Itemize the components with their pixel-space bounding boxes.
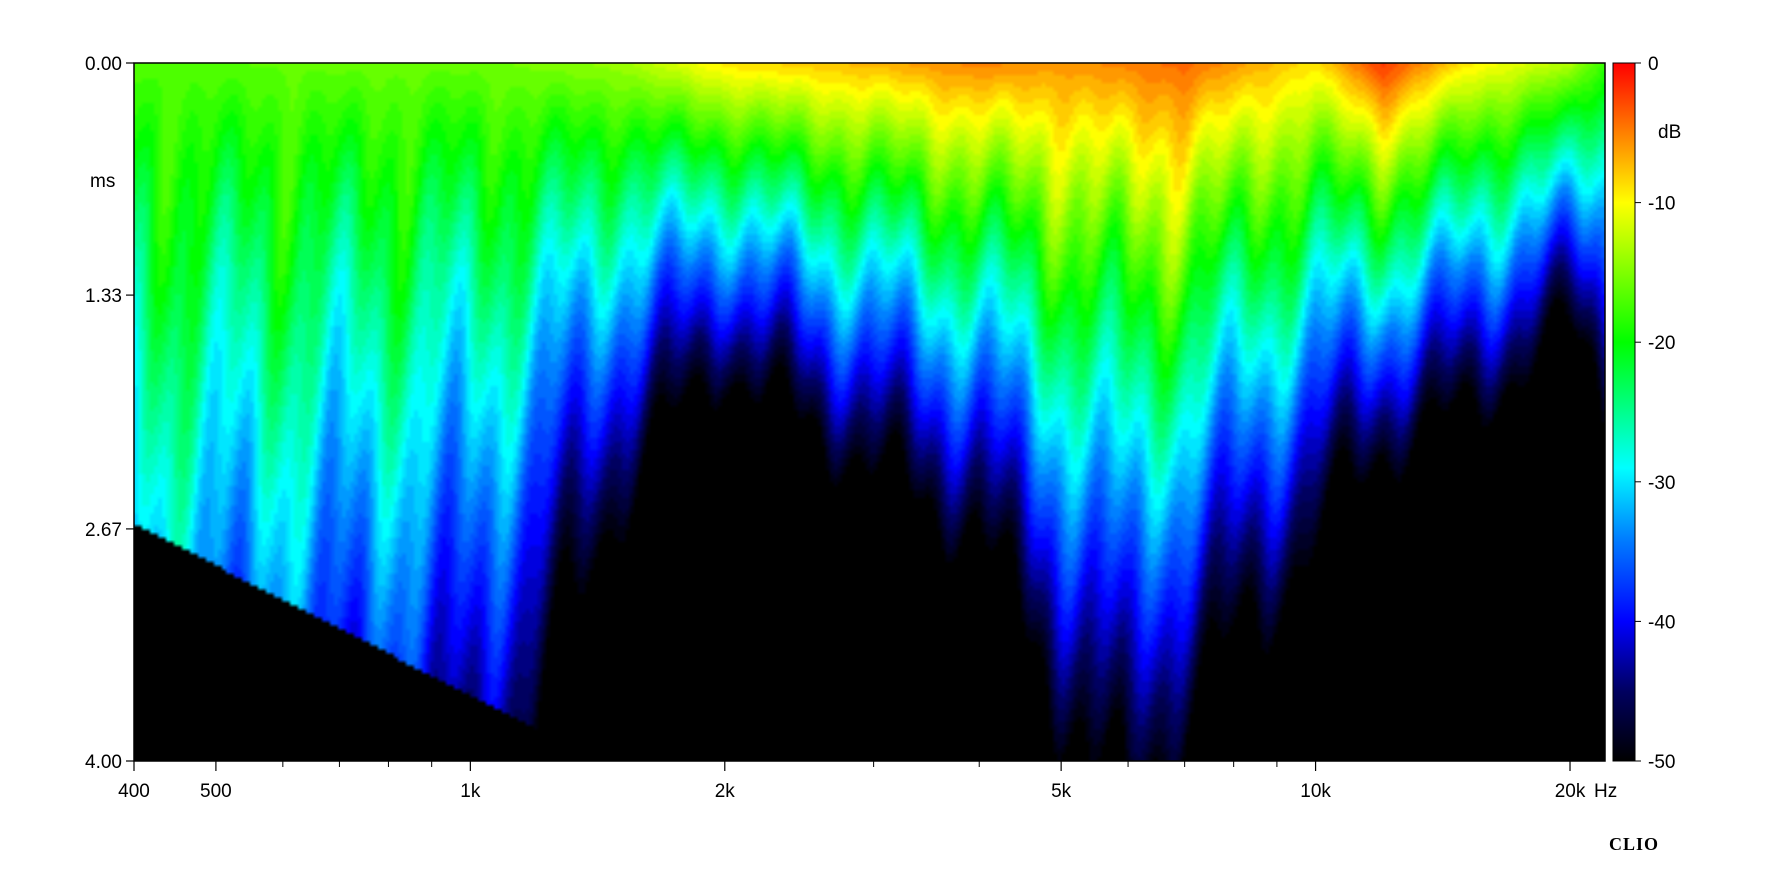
x-axis: 400 500 1k 2k 5k 10k 20k Hz	[118, 761, 1617, 802]
x-axis-unit-label: Hz	[1594, 781, 1617, 802]
y-axis-unit-label: ms	[90, 171, 115, 192]
y-axis: 0.00 1.33 2.67 4.00	[85, 54, 134, 773]
colorbar-tick-label: 0	[1648, 54, 1659, 75]
clio-logo: CLIO	[1609, 834, 1659, 854]
x-tick-label: 400	[118, 781, 150, 802]
heatmap-image	[134, 63, 1605, 761]
colorbar-ticks: 0 -10 -20 -30 -40 -50	[1635, 54, 1675, 773]
x-tick-label: 500	[200, 781, 232, 802]
x-tick-label: 5k	[1051, 781, 1072, 802]
x-tick-label: 1k	[460, 781, 481, 802]
x-tick-label: 2k	[715, 781, 736, 802]
y-tick-label: 4.00	[85, 752, 122, 773]
plot-area	[133, 62, 1606, 762]
colorbar-scale	[1612, 62, 1636, 762]
colorbar-tick-label: -50	[1648, 752, 1675, 773]
colorbar-tick-label: -10	[1648, 194, 1675, 215]
y-tick-label: 2.67	[85, 520, 122, 541]
plot-frame	[133, 62, 1606, 762]
x-tick-label: 20k	[1555, 781, 1586, 802]
x-tick-label: 10k	[1300, 781, 1331, 802]
colorbar: 0 -10 -20 -30 -40 -50 dB	[1612, 54, 1681, 773]
y-tick-label: 0.00	[85, 54, 122, 75]
colorbar-unit-label: dB	[1658, 122, 1681, 143]
colorbar-tick-label: -40	[1648, 612, 1675, 633]
y-tick-label: 1.33	[85, 286, 122, 307]
colorbar-tick-label: -20	[1648, 333, 1675, 354]
colorbar-tick-label: -30	[1648, 473, 1675, 494]
